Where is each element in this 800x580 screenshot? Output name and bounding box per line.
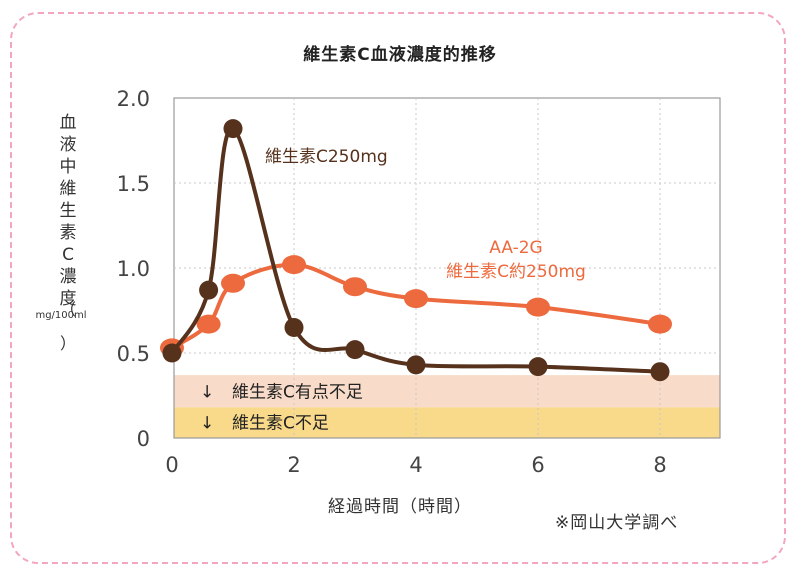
y-tick-label: 0.5 xyxy=(117,342,150,366)
band-1 xyxy=(174,407,720,438)
series-point-1-4 xyxy=(343,277,367,297)
series-point-1-5 xyxy=(404,289,428,309)
series-point-0-6 xyxy=(528,357,548,377)
series-point-0-3 xyxy=(284,318,304,337)
y-axis-unit: mg/100ml xyxy=(35,310,87,321)
series-point-1-3 xyxy=(282,255,306,275)
series-point-0-7 xyxy=(650,362,670,382)
series-point-0-1 xyxy=(199,280,219,300)
y-axis-label: 血液中維生素C濃度 xyxy=(59,113,77,309)
x-tick-label: 0 xyxy=(165,453,178,477)
series-label-0: 維生素C250mg xyxy=(265,147,388,167)
series-point-0-2 xyxy=(223,119,243,139)
series-point-1-1 xyxy=(196,314,221,334)
series-point-0-4 xyxy=(345,340,365,360)
x-tick-label: 8 xyxy=(653,453,666,477)
x-tick-label: 4 xyxy=(409,453,422,477)
series-point-0-5 xyxy=(406,355,426,375)
series-point-0-0 xyxy=(162,343,182,363)
source-note: ※岡山大学調べ xyxy=(555,513,679,533)
y-axis-paren-open: （ xyxy=(59,300,76,319)
y-tick-label: 1.5 xyxy=(117,172,150,196)
band-0 xyxy=(174,375,720,408)
series-label-1-line2: 維生素C約250mg xyxy=(446,262,586,282)
card-frame xyxy=(10,12,786,564)
series-point-1-2 xyxy=(221,273,245,293)
band-arrow-1: ↓ xyxy=(200,414,214,434)
band-label-1: 維生素C不足 xyxy=(232,414,329,434)
y-axis-paren-close: ） xyxy=(59,334,76,353)
series-point-1-6 xyxy=(526,297,550,317)
band-label-0: 維生素C有点不足 xyxy=(232,382,363,402)
y-tick-label: 2.0 xyxy=(117,87,150,111)
series-label-1-line1: AA-2G xyxy=(489,238,542,258)
y-tick-label: 0 xyxy=(137,427,150,451)
band-arrow-0: ↓ xyxy=(200,382,214,402)
y-tick-label: 1.0 xyxy=(117,257,150,281)
x-tick-label: 2 xyxy=(287,453,300,477)
chart-title: 維生素C血液濃度的推移 xyxy=(303,45,497,65)
series-point-1-7 xyxy=(648,314,672,334)
x-tick-label: 6 xyxy=(531,453,544,477)
x-axis-label: 経過時間（時間） xyxy=(328,497,472,517)
